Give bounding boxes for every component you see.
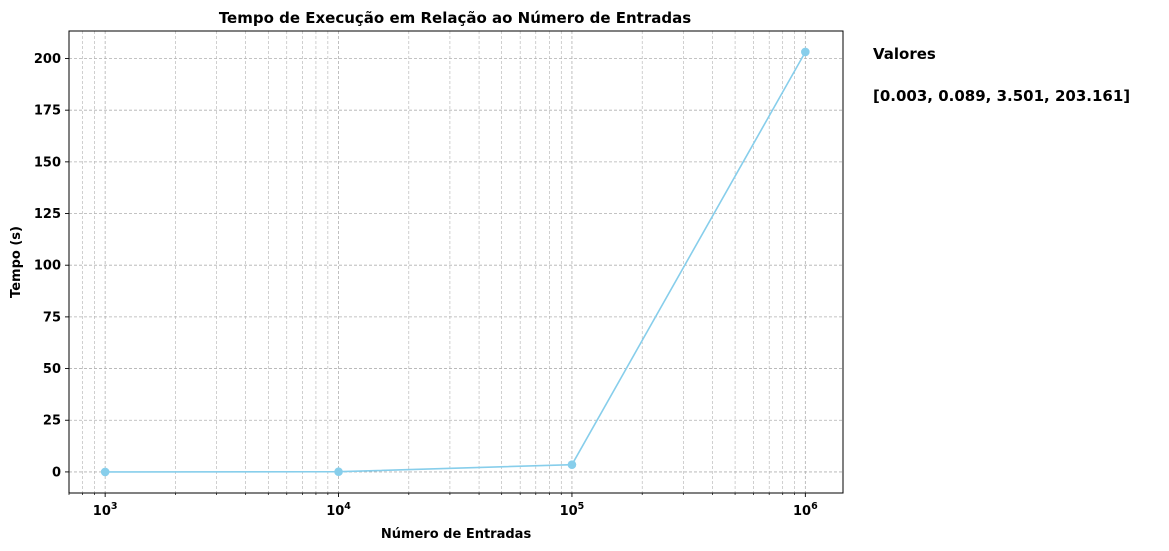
data-point bbox=[567, 460, 577, 469]
grid-lines bbox=[68, 31, 843, 493]
y-tick-label: 200 bbox=[34, 52, 61, 67]
plot-area bbox=[68, 30, 844, 494]
y-tick-label: 0 bbox=[52, 465, 61, 480]
x-tick-label: 103 bbox=[93, 501, 118, 519]
data-point bbox=[100, 467, 110, 477]
y-tick-label: 150 bbox=[34, 155, 61, 170]
x-tick-label: 105 bbox=[560, 501, 585, 519]
axis-ticks: 0 25 50 75 100 125 150 175 200 103 104 105 106 bbox=[34, 52, 818, 519]
series-line bbox=[105, 51, 807, 473]
chart-title: Tempo de Execução em Relação ao Número d… bbox=[219, 9, 691, 27]
y-tick-label: 175 bbox=[34, 104, 61, 119]
y-tick-label: 125 bbox=[34, 207, 61, 222]
data-point bbox=[334, 467, 343, 477]
y-tick-label: 75 bbox=[43, 310, 61, 325]
x-tick-label: 106 bbox=[793, 501, 818, 519]
y-tick-label: 50 bbox=[43, 362, 61, 377]
x-tick-label: 104 bbox=[326, 501, 351, 519]
values-heading: Valores bbox=[873, 45, 936, 63]
values-list: [0.003, 0.089, 3.501, 203.161] bbox=[873, 87, 1130, 105]
series-layer bbox=[100, 47, 810, 477]
y-tick-label: 25 bbox=[43, 414, 61, 429]
x-axis-label: Número de Entradas bbox=[381, 527, 532, 542]
data-point bbox=[801, 47, 810, 57]
y-axis-label: Tempo (s) bbox=[9, 226, 24, 298]
y-tick-label: 100 bbox=[34, 259, 61, 274]
